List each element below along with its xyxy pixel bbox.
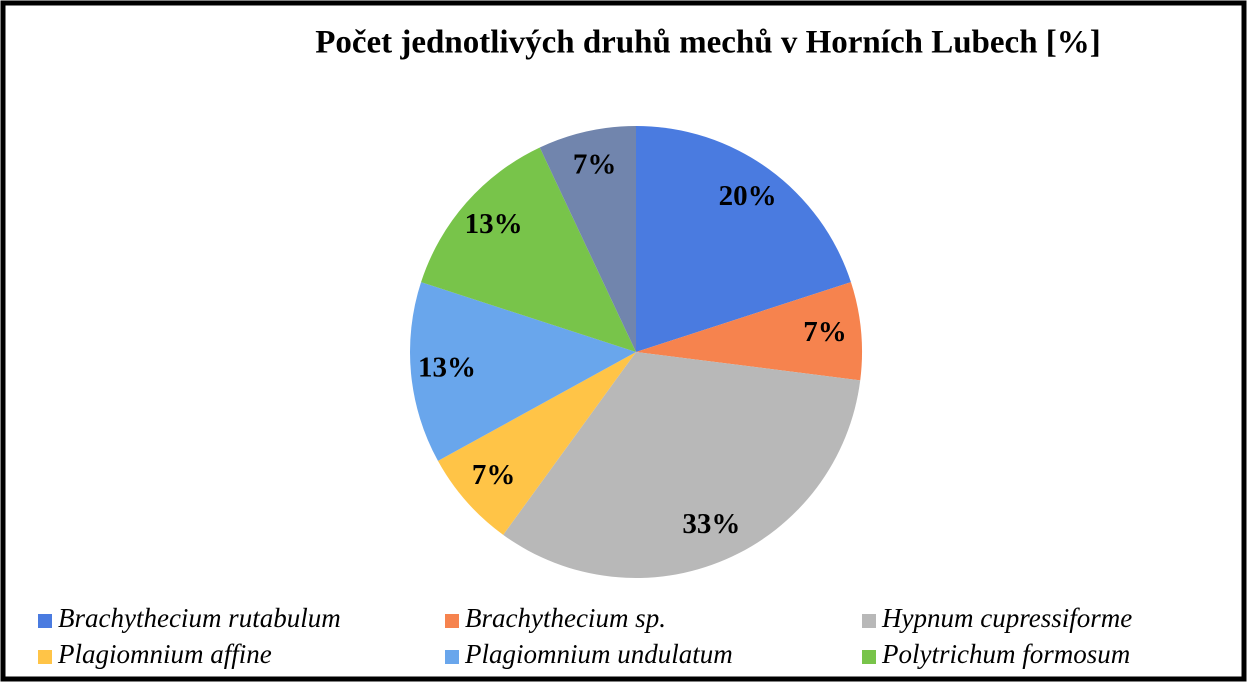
- pie-slice: [539, 126, 636, 352]
- pie-slice: [636, 126, 851, 352]
- legend-label: Brachythecium rutabulum: [58, 603, 341, 633]
- legend-label: Hypnum cupressiforme: [881, 603, 1132, 633]
- value-label: 7%: [573, 148, 617, 180]
- legend-swatch: [862, 650, 876, 664]
- legend-label: Plagiomnium undulatum: [464, 639, 733, 669]
- value-label: 7%: [803, 316, 847, 348]
- value-label: 13%: [418, 352, 476, 384]
- legend-swatch: [38, 614, 52, 628]
- legend-swatch: [445, 650, 459, 664]
- legend-swatch: [38, 650, 52, 664]
- pie-slice: [503, 352, 861, 578]
- pie-slice: [409, 282, 636, 461]
- value-label: 33%: [682, 508, 740, 540]
- value-label: 7%: [472, 459, 516, 491]
- legend-label: Polytrichum formosum: [881, 639, 1130, 669]
- legend-label: Brachythecium sp.: [465, 603, 666, 633]
- value-label: 13%: [465, 208, 523, 240]
- pie-slice: [421, 147, 636, 352]
- value-label: 20%: [719, 180, 777, 212]
- chart-title: Počet jednotlivých druhů mechů v Horních…: [315, 25, 1101, 61]
- legend-swatch: [445, 614, 459, 628]
- pie-slice: [636, 282, 862, 381]
- legend-label: Plagiomnium affine: [57, 639, 272, 669]
- legend-swatch: [862, 614, 876, 628]
- pie-slice: [437, 352, 636, 535]
